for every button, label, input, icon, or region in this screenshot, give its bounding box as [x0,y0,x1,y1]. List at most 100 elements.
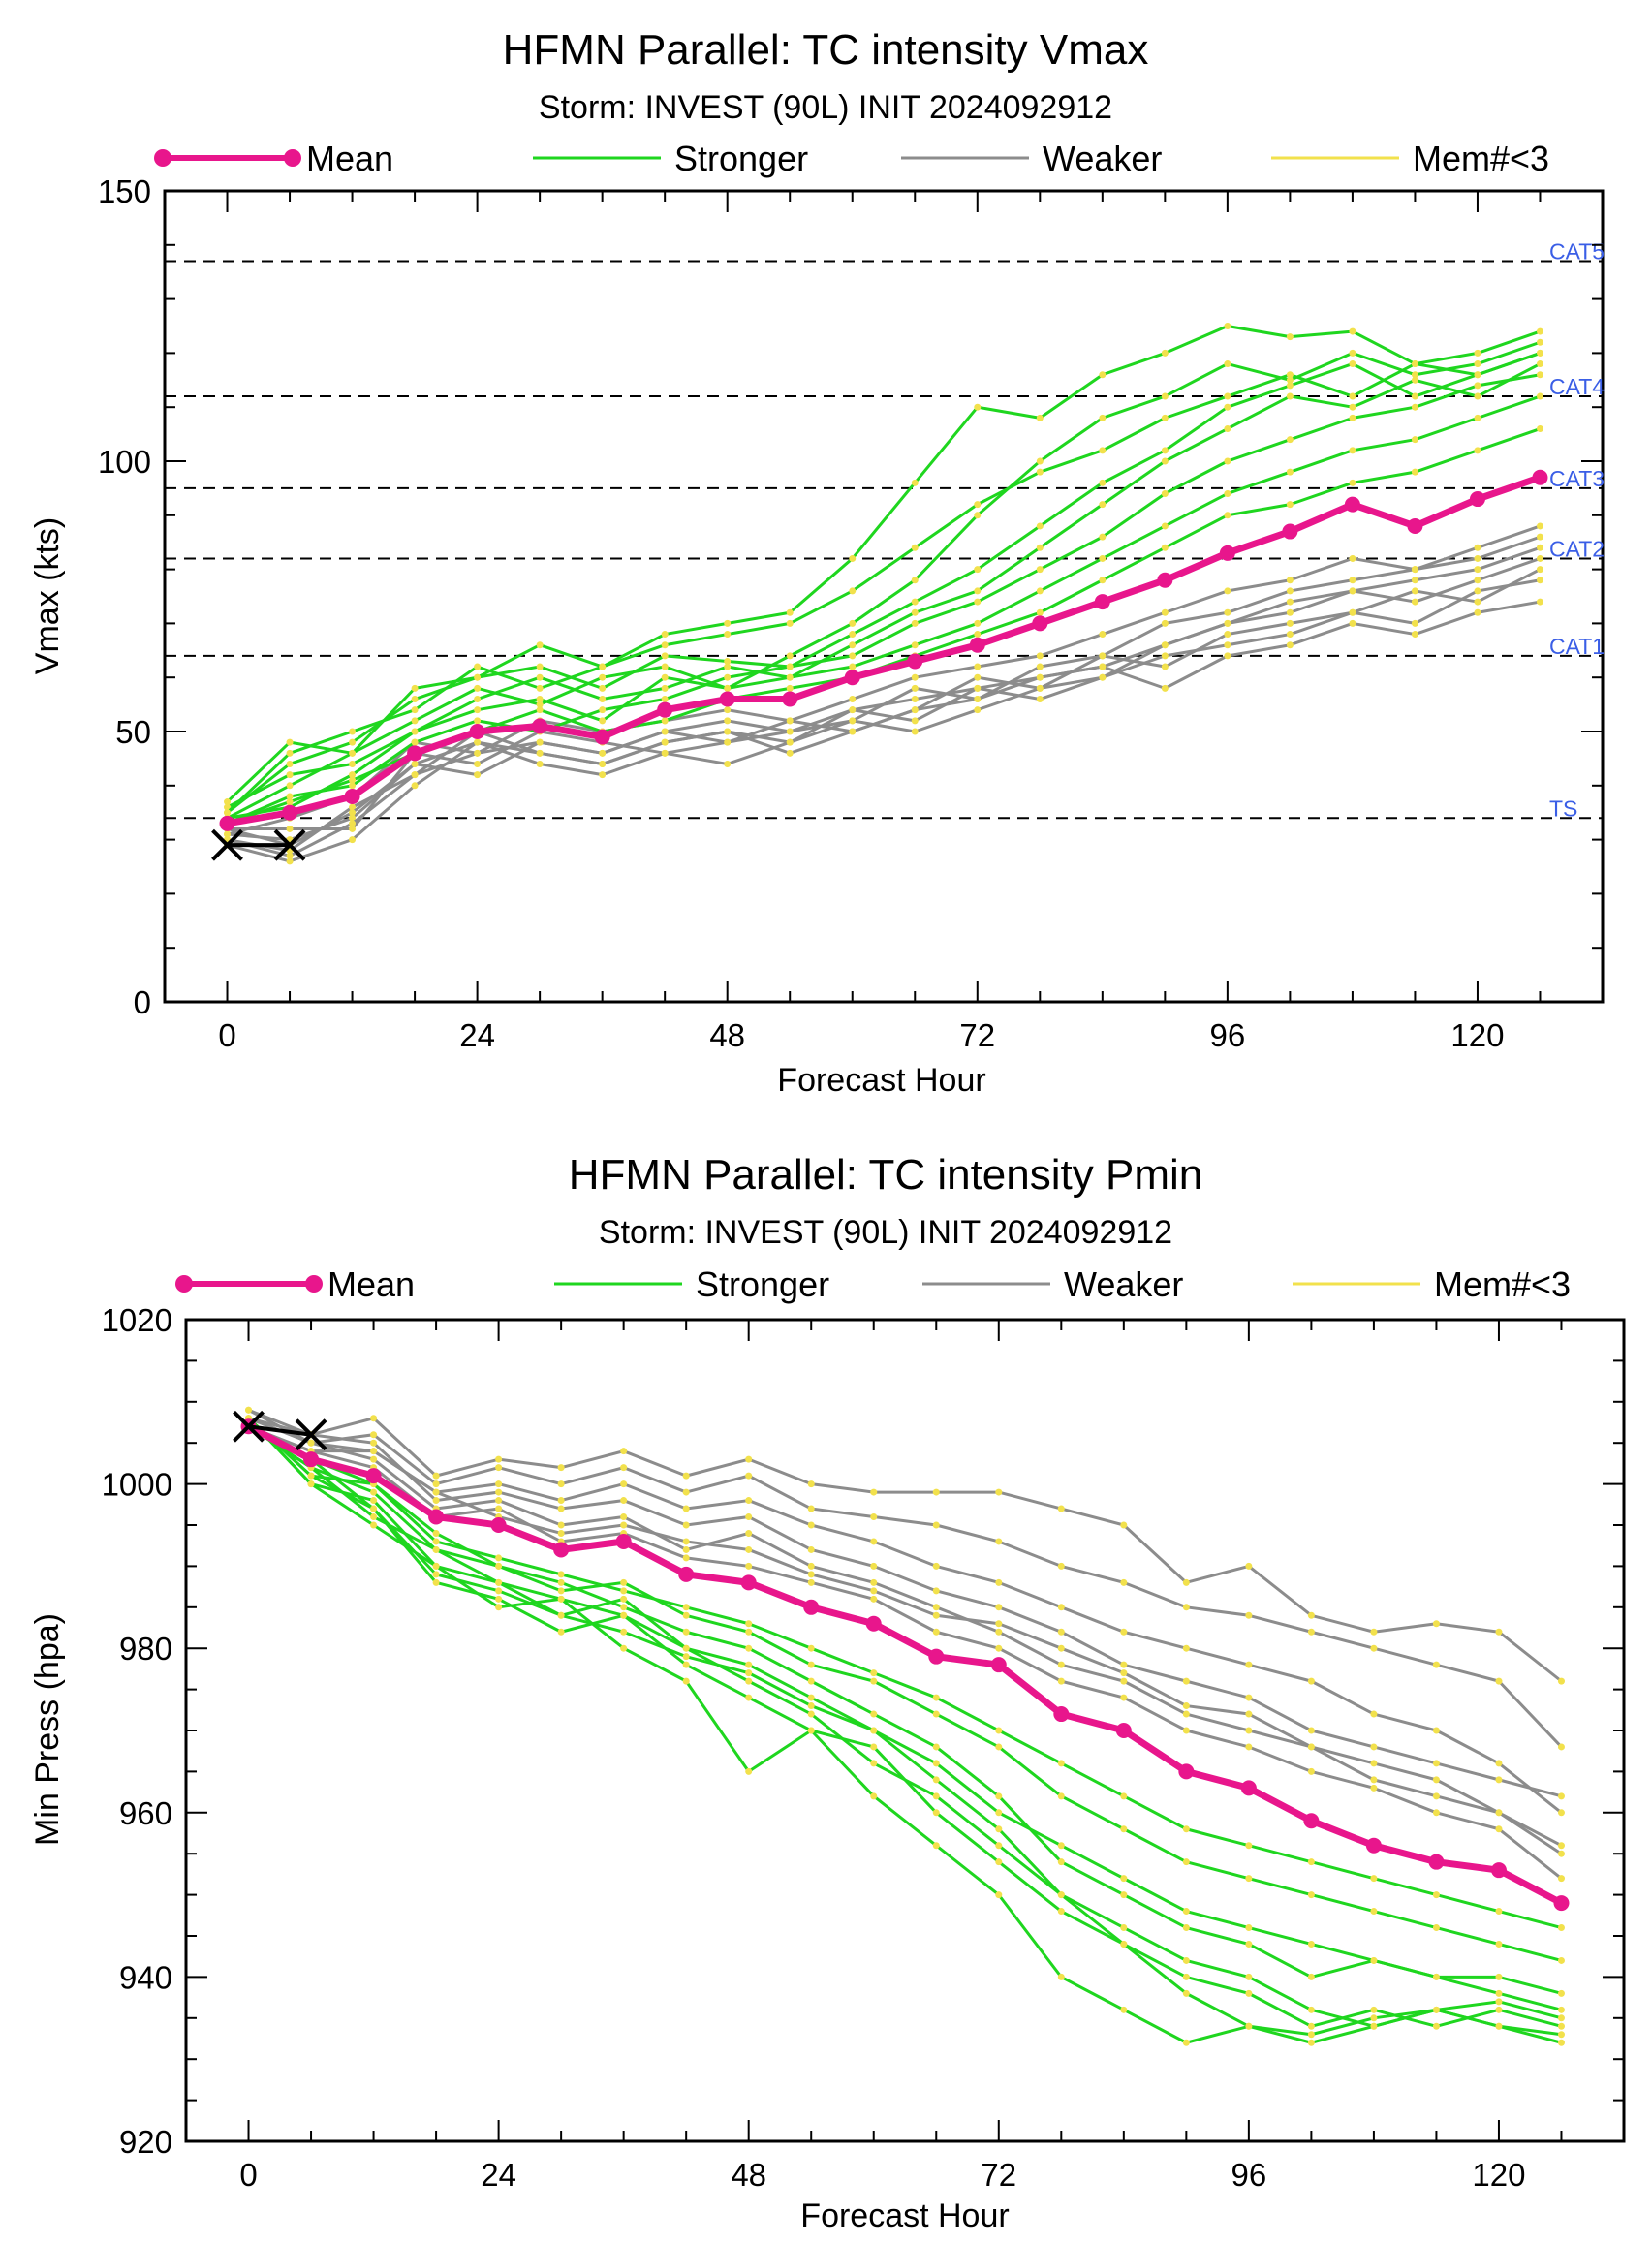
vmax-member-point [1536,598,1543,606]
pmin-member-point [1307,1743,1315,1751]
vmax-y-tick-label: 150 [98,173,151,209]
vmax-member-point [1036,566,1044,574]
pmin-member-point [1307,2006,1315,2013]
vmax-member-point [1224,489,1231,497]
pmin-member-point [307,1472,315,1480]
pmin-member-point [870,1743,878,1751]
vmax-x-tick-label: 96 [1210,1017,1246,1053]
vmax-mean-point [1469,491,1485,508]
legend-mean-marker [154,149,171,167]
pmin-y-tick-label: 1000 [102,1467,172,1503]
pmin-member-point [1057,1792,1065,1800]
pmin-member-point [870,1587,878,1595]
vmax-member-point [286,738,294,746]
pmin-member-point [432,1545,440,1553]
vmax-member-point [411,728,419,735]
vmax-member-point [1536,392,1543,400]
pmin-member-point [745,1529,753,1537]
vmax-member-point [1411,468,1418,476]
vmax-member-point [1349,587,1356,595]
vmax-member-point [1036,544,1044,551]
vmax-member-point [1349,447,1356,454]
vmax-member-point [1099,554,1107,562]
vmax-member-point [474,673,482,681]
vmax-member-point [536,696,544,703]
pmin-member-point [995,1842,1003,1850]
pmin-member-point [995,1538,1003,1545]
vmax-member-point [349,749,357,757]
vmax-member-point [411,760,419,767]
vmax-member-point [1349,479,1356,486]
pmin-member-point [620,1628,628,1636]
pmin-member-point [1182,1710,1190,1718]
pmin-member-point [1370,1908,1378,1916]
vmax-member-point [1286,587,1294,595]
vmax-member-point [1474,360,1481,368]
pmin-mean-point [1303,1813,1320,1829]
pmin-member-point [1432,1620,1440,1628]
pmin-member-point [1057,1858,1065,1866]
vmax-member-point [1411,587,1418,595]
pmin-member-point [1557,1677,1565,1685]
vmax-member-point [411,782,419,790]
pmin-member-point [370,1513,378,1521]
vmax-mean-point [1157,572,1173,588]
vmax-y-tick-label: 50 [115,714,151,750]
pmin-member-point [1245,1940,1253,1948]
pmin-member-point [1120,1677,1128,1685]
vmax-member-point [536,673,544,681]
pmin-member-point [495,1604,503,1611]
vmax-best-track-x-marker [211,828,243,861]
vmax-member-point [474,696,482,703]
vmax-member-point [599,706,607,714]
pmin-x-tick-label: 48 [731,2157,766,2193]
pmin-member-point [1370,1644,1378,1652]
pmin-member-point [1182,1825,1190,1833]
vmax-member-point [786,728,794,735]
vmax-member-point [1036,696,1044,703]
pmin-member-point [1120,1628,1128,1636]
pmin-member-point [1557,1809,1565,1817]
reference-label-cat3: CAT3 [1549,466,1605,491]
vmax-member-point [724,631,732,639]
vmax-mean-point [594,729,610,745]
pmin-member-point [932,1604,940,1611]
vmax-member-point [661,684,669,692]
vmax-legend: Mean Stronger Weaker Mem#<3 [154,139,1549,178]
vmax-member-point [536,641,544,649]
vmax-member-point [599,673,607,681]
legend-mean-marker [284,149,301,167]
vmax-member-point [1349,349,1356,357]
pmin-member-point [682,1611,690,1619]
vmax-member-point [1036,522,1044,530]
vmax-member-point [1286,501,1294,509]
pmin-mean-point [1115,1723,1132,1738]
pmin-member-point [1057,1661,1065,1668]
vmax-axis-ticks: 0 24 48 72 96 120 0 50 100 150 [98,173,1603,1053]
vmax-plot-frame [163,189,1605,1004]
vmax-member-point [286,852,294,859]
pmin-member-point [870,1488,878,1496]
pmin-member-point [557,1464,565,1472]
pmin-chart-title: HFMN Parallel: TC intensity Pmin [569,1151,1202,1199]
pmin-member-point [1182,1644,1190,1652]
vmax-member-point [911,544,919,551]
pmin-member-point [1120,1924,1128,1932]
pmin-member-point [1182,1858,1190,1866]
pmin-member-point [807,1571,815,1578]
pmin-x-tick-label: 0 [239,2157,257,2193]
vmax-member-point [474,717,482,725]
vmax-member-point [911,717,919,725]
pmin-member-point [1432,1792,1440,1800]
legend-mean-label: Mean [327,1264,415,1304]
pmin-member-point [557,1628,565,1636]
vmax-member-point [1224,587,1231,595]
pmin-member-point [557,1529,565,1537]
vmax-member-point [474,684,482,692]
pmin-member-point [1182,1924,1190,1932]
pmin-chart: HFMN Parallel: TC intensity Pmin Storm: … [29,1151,1626,2234]
vmax-member-point [974,587,982,595]
pmin-stronger-member-line-5 [247,1417,1562,2044]
